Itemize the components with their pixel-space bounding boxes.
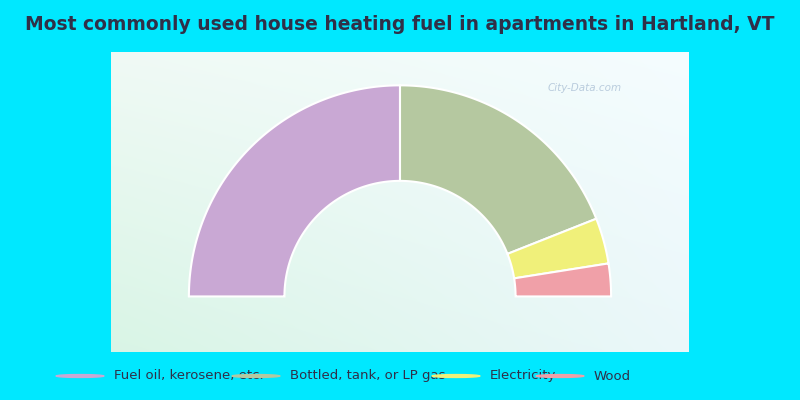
- Text: Electricity: Electricity: [490, 370, 556, 382]
- Text: Most commonly used house heating fuel in apartments in Hartland, VT: Most commonly used house heating fuel in…: [26, 16, 774, 34]
- Text: Bottled, tank, or LP gas: Bottled, tank, or LP gas: [290, 370, 445, 382]
- Circle shape: [536, 374, 584, 378]
- Circle shape: [56, 374, 104, 378]
- Text: City-Data.com: City-Data.com: [548, 83, 622, 93]
- Circle shape: [432, 374, 480, 378]
- Polygon shape: [514, 264, 611, 296]
- Text: Fuel oil, kerosene, etc.: Fuel oil, kerosene, etc.: [114, 370, 263, 382]
- Polygon shape: [507, 219, 609, 278]
- Polygon shape: [189, 85, 400, 296]
- Circle shape: [232, 374, 280, 378]
- Polygon shape: [400, 85, 596, 254]
- Text: Wood: Wood: [594, 370, 630, 382]
